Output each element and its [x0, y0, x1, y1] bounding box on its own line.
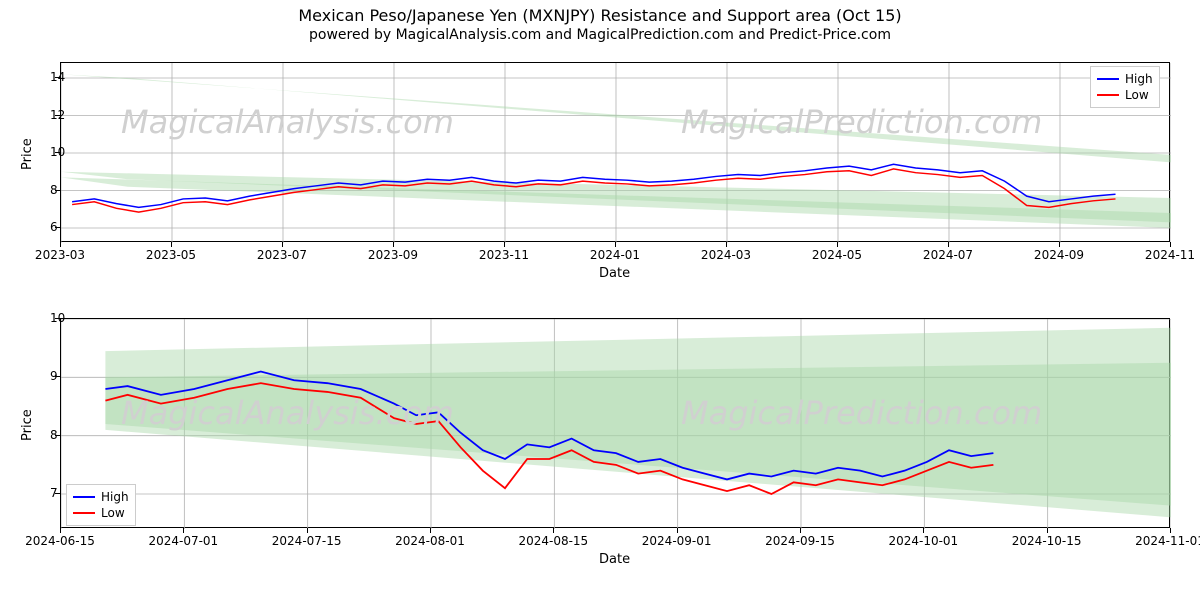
lower-chart-svg	[61, 319, 1171, 529]
lower-legend: High Low	[66, 484, 136, 526]
x-tick-label: 2024-06-15	[25, 534, 95, 548]
x-tick-label: 2024-03	[701, 248, 751, 262]
x-tick-label: 2023-05	[146, 248, 196, 262]
x-tick-label: 2024-01	[590, 248, 640, 262]
x-tick-label: 2024-09	[1034, 248, 1084, 262]
upper-chart-panel: MagicalAnalysis.com MagicalPrediction.co…	[60, 62, 1170, 242]
lower-x-axis-label: Date	[599, 552, 630, 567]
legend-swatch	[73, 512, 95, 514]
x-tick-label: 2024-08-15	[518, 534, 588, 548]
x-tick-label: 2024-10-15	[1012, 534, 1082, 548]
x-tick-label: 2024-07-01	[148, 534, 218, 548]
legend-swatch	[1097, 78, 1119, 80]
x-tick-label: 2023-11	[479, 248, 529, 262]
legend-item: High	[73, 489, 129, 505]
legend-item: Low	[73, 505, 129, 521]
legend-swatch	[73, 496, 95, 498]
upper-x-axis-label: Date	[599, 266, 630, 281]
x-tick-label: 2024-08-01	[395, 534, 465, 548]
x-tick-label: 2023-03	[35, 248, 85, 262]
legend-label: High	[1125, 72, 1153, 86]
legend-label: High	[101, 490, 129, 504]
x-tick-label: 2024-07-15	[272, 534, 342, 548]
legend-swatch	[1097, 94, 1119, 96]
lower-y-axis-label: Price	[20, 409, 35, 441]
x-tick-label: 2024-07	[923, 248, 973, 262]
figure: Mexican Peso/Japanese Yen (MXNJPY) Resis…	[0, 0, 1200, 600]
lower-chart-panel: MagicalAnalysis.com MagicalPrediction.co…	[60, 318, 1170, 528]
legend-label: Low	[1125, 88, 1149, 102]
upper-legend: High Low	[1090, 66, 1160, 108]
x-tick-label: 2023-09	[368, 248, 418, 262]
chart-title: Mexican Peso/Japanese Yen (MXNJPY) Resis…	[0, 0, 1200, 25]
x-tick-label: 2024-11-01	[1135, 534, 1200, 548]
upper-chart-svg	[61, 63, 1171, 243]
x-tick-label: 2023-07	[257, 248, 307, 262]
x-tick-label: 2024-11	[1145, 248, 1195, 262]
legend-item: High	[1097, 71, 1153, 87]
legend-item: Low	[1097, 87, 1153, 103]
legend-label: Low	[101, 506, 125, 520]
x-tick-label: 2024-05	[812, 248, 862, 262]
x-tick-label: 2024-10-01	[888, 534, 958, 548]
upper-y-axis-label: Price	[20, 138, 35, 170]
x-tick-label: 2024-09-01	[642, 534, 712, 548]
chart-subtitle: powered by MagicalAnalysis.com and Magic…	[0, 25, 1200, 43]
x-tick-label: 2024-09-15	[765, 534, 835, 548]
